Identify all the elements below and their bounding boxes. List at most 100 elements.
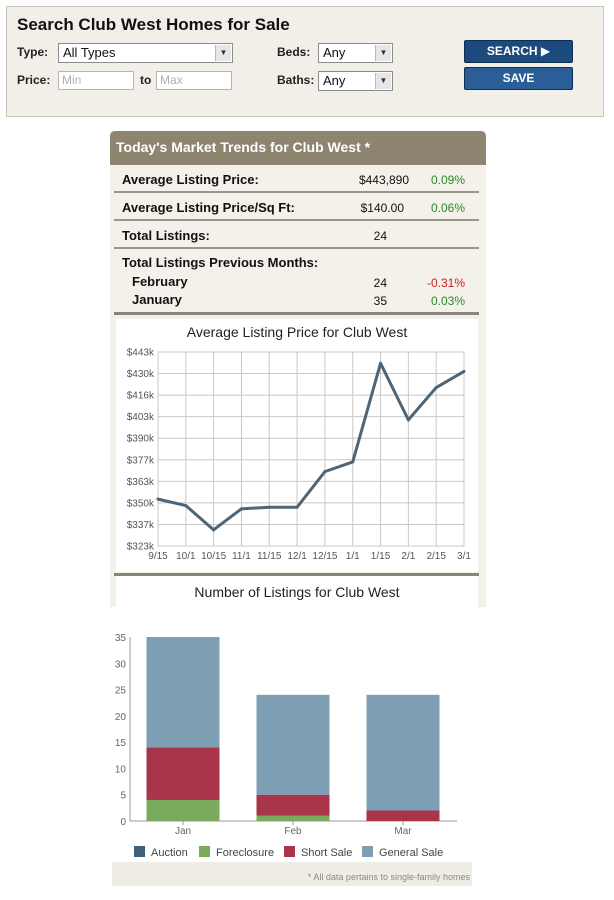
x-tick-label: 2/15: [426, 551, 446, 562]
y-tick-label: 30: [115, 659, 127, 670]
x-tick-label: Mar: [394, 826, 412, 837]
avg-price-row: Average Listing Price: $443,890 0.09%: [114, 165, 479, 193]
price-data-point: [295, 505, 299, 509]
y-tick-label: 5: [120, 791, 126, 802]
total-listings-row: Total Listings: 24: [114, 221, 479, 249]
y-tick-label: 25: [115, 686, 127, 697]
dropdown-arrow-icon: ▼: [215, 45, 231, 61]
footnote: * All data pertains to single-family hom…: [112, 862, 472, 886]
beds-label: Beds:: [277, 45, 311, 59]
search-title: Search Club West Homes for Sale: [17, 15, 290, 34]
type-select[interactable]: All Types ▼: [58, 43, 233, 63]
legend-swatch: [134, 846, 145, 857]
x-tick-label: 1/15: [371, 551, 391, 562]
y-tick-label: $443k: [127, 348, 155, 359]
x-tick-label: 11/1: [232, 551, 251, 562]
price-data-point: [323, 470, 327, 474]
y-tick-label: 20: [115, 712, 127, 723]
beds-select-value: Any: [323, 45, 346, 60]
avg-sqft-value: $140.00: [360, 201, 404, 215]
listings-chart-header: Number of Listings for Club West: [116, 576, 478, 607]
avg-price-change: 0.09%: [430, 173, 465, 187]
legend-general-sale: General Sale: [362, 846, 443, 859]
price-data-point: [156, 497, 160, 501]
price-min-input[interactable]: Min: [58, 71, 134, 90]
legend-foreclosure: Foreclosure: [199, 846, 274, 859]
legend-auction: Auction: [134, 846, 188, 859]
bar-mar-general-sale: [366, 694, 440, 811]
legend-swatch: [284, 846, 295, 857]
y-tick-label: 35: [115, 633, 127, 644]
x-tick-label: 10/15: [201, 551, 226, 562]
y-tick-label: $350k: [127, 498, 155, 509]
save-button[interactable]: SAVE: [464, 67, 573, 90]
february-value: 24: [373, 276, 387, 290]
market-trends-title: Today's Market Trends for Club West *: [116, 139, 371, 155]
price-data-point: [379, 361, 383, 365]
avg-sqft-label: Average Listing Price/Sq Ft:: [122, 200, 295, 215]
price-data-point: [212, 528, 216, 532]
y-tick-label: $430k: [127, 369, 155, 380]
bar-mar-short-sale: [366, 810, 440, 821]
type-label: Type:: [17, 45, 49, 59]
price-data-point: [462, 369, 466, 373]
bar-jan-short-sale: [146, 747, 220, 800]
y-tick-label: 0: [120, 817, 126, 828]
x-tick-label: Jan: [175, 826, 191, 837]
x-tick-label: Feb: [284, 826, 302, 837]
x-tick-label: 11/15: [257, 551, 282, 562]
dropdown-arrow-icon: ▼: [375, 73, 391, 89]
legend-general-sale-label: General Sale: [379, 847, 444, 859]
january-label: January: [132, 292, 182, 307]
price-data-point: [434, 386, 438, 390]
y-tick-label: $323k: [127, 542, 155, 553]
listings-chart: 0 5 10 15 20 25 30 35 Jan Feb Mar Auction Foreclos…: [112, 628, 472, 886]
baths-select[interactable]: Any ▼: [318, 71, 393, 91]
x-tick-label: 12/15: [312, 551, 337, 562]
search-panel: Search Club West Homes for Sale Type: Al…: [6, 6, 604, 117]
price-data-point: [267, 505, 271, 509]
price-max-input[interactable]: Max: [156, 71, 232, 90]
bar-feb-general-sale: [256, 694, 330, 795]
market-trends-header: Today's Market Trends for Club West *: [110, 131, 486, 165]
y-tick-label: 10: [115, 764, 127, 775]
bar-jan-general-sale: [146, 637, 220, 748]
baths-select-value: Any: [323, 73, 346, 88]
bar-jan-foreclosure: [146, 799, 220, 821]
x-tick-label: 12/1: [287, 551, 307, 562]
x-tick-label: 3/1: [457, 551, 471, 562]
avg-price-line-chart: $323k $337k $350k $363k $377k $390k $403k $416k…: [127, 348, 472, 563]
y-tick-label: 15: [115, 738, 127, 749]
market-trends-panel: Today's Market Trends for Club West * Av…: [110, 131, 486, 607]
search-button[interactable]: SEARCH ▶: [464, 40, 573, 63]
x-tick-label: 2/1: [401, 551, 415, 562]
y-tick-label: $337k: [127, 520, 155, 531]
plot-area: [157, 351, 465, 547]
y-tick-label: $416k: [127, 391, 155, 402]
x-tick-label: 9/15: [148, 551, 168, 562]
listings-chart-title: Number of Listings for Club West: [194, 584, 400, 600]
previous-months-label: Total Listings Previous Months:: [122, 255, 319, 270]
y-tick-label: $403k: [127, 412, 155, 423]
avg-price-value: $443,890: [358, 173, 409, 187]
legend-swatch: [199, 846, 210, 857]
january-value: 35: [373, 294, 387, 308]
avg-sqft-change: 0.06%: [430, 201, 465, 215]
legend-short-sale-label: Short Sale: [301, 847, 353, 859]
baths-label: Baths:: [277, 73, 315, 87]
avg-price-chart: Average Listing Price for Club West $323…: [116, 319, 478, 572]
legend-foreclosure-label: Foreclosure: [216, 847, 275, 859]
y-tick-label: $390k: [127, 434, 155, 445]
listings-bar-chart: 0 5 10 15 20 25 30 35 Jan Feb Mar: [115, 633, 457, 837]
beds-select[interactable]: Any ▼: [318, 43, 393, 63]
total-listings-value: 24: [373, 229, 387, 243]
legend-auction-label: Auction: [151, 847, 188, 859]
price-data-point: [184, 504, 188, 508]
y-tick-label: $363k: [127, 477, 155, 488]
type-select-value: All Types: [63, 45, 116, 60]
january-change: 0.03%: [430, 294, 465, 308]
x-tick-label: 1/1: [346, 551, 360, 562]
february-change: -0.31%: [426, 276, 465, 290]
dropdown-arrow-icon: ▼: [375, 45, 391, 61]
x-tick-label: 10/1: [176, 551, 196, 562]
